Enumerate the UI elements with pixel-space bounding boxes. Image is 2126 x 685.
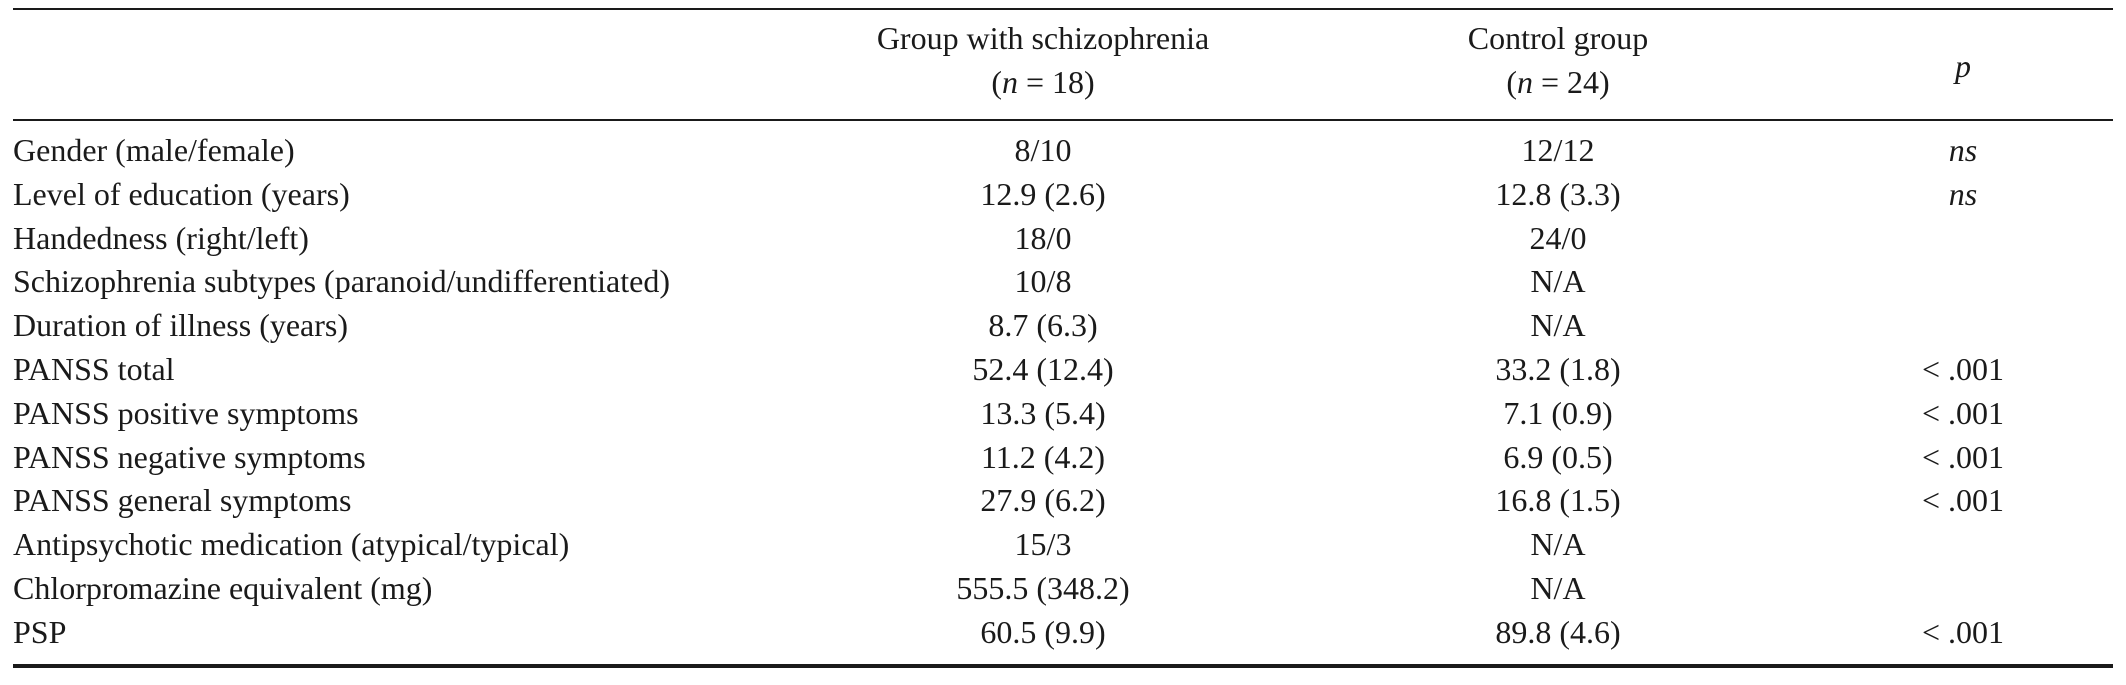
table-bottom-rule xyxy=(13,664,2113,668)
header-control-n-symbol: n xyxy=(1516,64,1533,100)
table-row: Schizophrenia subtypes (paranoid/undiffe… xyxy=(13,260,2113,304)
schizophrenia-value: 18/0 xyxy=(1014,219,1072,256)
table-row: PSP 60.5 (9.9) 89.8 (4.6) < .001 xyxy=(13,611,2113,655)
schizophrenia-value: 8.7 (6.3) xyxy=(988,307,1098,344)
table-body: Gender (male/female) 8/10 12/12 ns Level of … xyxy=(13,129,2113,655)
control-value: N/A xyxy=(1530,569,1586,606)
row-label: Level of education (years) xyxy=(13,175,350,212)
p-value: < .001 xyxy=(1921,350,2005,387)
schizophrenia-value: 8/10 xyxy=(1014,132,1072,168)
row-label: Schizophrenia subtypes (paranoid/undiffe… xyxy=(13,263,670,300)
table-header: Group with schizophrenia (n = 18) Contro… xyxy=(13,14,2113,114)
control-value: 16.8 (1.5) xyxy=(1495,482,1621,519)
row-label: Antipsychotic medication (atypical/typic… xyxy=(13,526,570,563)
table-row: Handedness (right/left) 18/0 24/0 xyxy=(13,217,2113,261)
table-top-rule xyxy=(13,8,2113,10)
control-value: N/A xyxy=(1530,307,1586,344)
p-value: < .001 xyxy=(1921,438,2005,475)
row-label: PANSS positive symptoms xyxy=(13,394,359,431)
row-label: PANSS total xyxy=(13,350,175,387)
header-p-value: p xyxy=(1955,48,1971,84)
control-value: 89.8 (4.6) xyxy=(1495,613,1621,650)
row-label: PANSS negative symptoms xyxy=(13,438,366,475)
table-row: Chlorpromazine equivalent (mg) 555.5 (348… xyxy=(13,567,2113,611)
row-label: Handedness (right/left) xyxy=(13,219,309,256)
header-control-n: (n = 24) xyxy=(1506,64,1610,100)
table-header-rule xyxy=(13,119,2113,121)
schizophrenia-value: 52.4 (12.4) xyxy=(972,350,1114,387)
header-schizophrenia-n: (n = 18) xyxy=(991,64,1095,100)
schizophrenia-value: 11.2 (4.2) xyxy=(980,438,1106,475)
header-schizophrenia-title: Group with schizophrenia xyxy=(876,20,1210,56)
header-schizophrenia-group: Group with schizophrenia (n = 18) xyxy=(793,16,1293,104)
schizophrenia-value: 10/8 xyxy=(1014,263,1072,300)
control-value: 12.8 (3.3) xyxy=(1495,175,1621,212)
schizophrenia-value: 60.5 (9.9) xyxy=(980,613,1106,650)
schizophrenia-value: 13.3 (5.4) xyxy=(980,394,1106,431)
control-value: 6.9 (0.5) xyxy=(1503,438,1613,475)
table-row: PANSS positive symptoms 13.3 (5.4) 7.1 (0… xyxy=(13,392,2113,436)
row-label: PSP xyxy=(13,613,67,650)
schizophrenia-value: 27.9 (6.2) xyxy=(980,482,1106,519)
table-row: Antipsychotic medication (atypical/typic… xyxy=(13,523,2113,567)
schizophrenia-value: 555.5 (348.2) xyxy=(956,569,1130,606)
control-value: 33.2 (1.8) xyxy=(1495,350,1621,387)
table-row: PANSS negative symptoms 11.2 (4.2) 6.9 (0… xyxy=(13,436,2113,480)
header-control-title: Control group xyxy=(1467,20,1649,56)
table-row: PANSS total 52.4 (12.4) 33.2 (1.8) < .001 xyxy=(13,348,2113,392)
row-label: Chlorpromazine equivalent (mg) xyxy=(13,569,433,606)
control-value: N/A xyxy=(1530,263,1586,300)
row-label: Duration of illness (years) xyxy=(13,307,349,344)
header-schizophrenia-n-value: = 18 xyxy=(1017,64,1085,100)
header-control-n-value: = 24 xyxy=(1532,64,1600,100)
table-row: Duration of illness (years) 8.7 (6.3) N/A xyxy=(13,304,2113,348)
control-value: N/A xyxy=(1530,526,1586,563)
table-row: Gender (male/female) 8/10 12/12 ns xyxy=(13,129,2113,173)
header-schizophrenia-n-symbol: n xyxy=(1001,64,1018,100)
p-value: < .001 xyxy=(1921,613,2005,650)
p-value: < .001 xyxy=(1921,394,2005,431)
p-value: ns xyxy=(1948,175,1978,212)
control-value: 7.1 (0.9) xyxy=(1503,394,1613,431)
table-row: PANSS general symptoms 27.9 (6.2) 16.8 (1.… xyxy=(13,479,2113,523)
row-label: PANSS general symptoms xyxy=(13,482,352,519)
schizophrenia-value: 12.9 (2.6) xyxy=(980,175,1106,212)
p-value: ns xyxy=(1948,132,1978,168)
control-value: 12/12 xyxy=(1521,132,1595,168)
control-value: 24/0 xyxy=(1529,219,1587,256)
table-row: Level of education (years) 12.9 (2.6) 12.8… xyxy=(13,173,2113,217)
p-value: < .001 xyxy=(1921,482,2005,519)
header-control-group: Control group (n = 24) xyxy=(1308,16,1808,104)
schizophrenia-value: 15/3 xyxy=(1014,526,1072,563)
row-label: Gender (male/female) xyxy=(13,132,295,168)
